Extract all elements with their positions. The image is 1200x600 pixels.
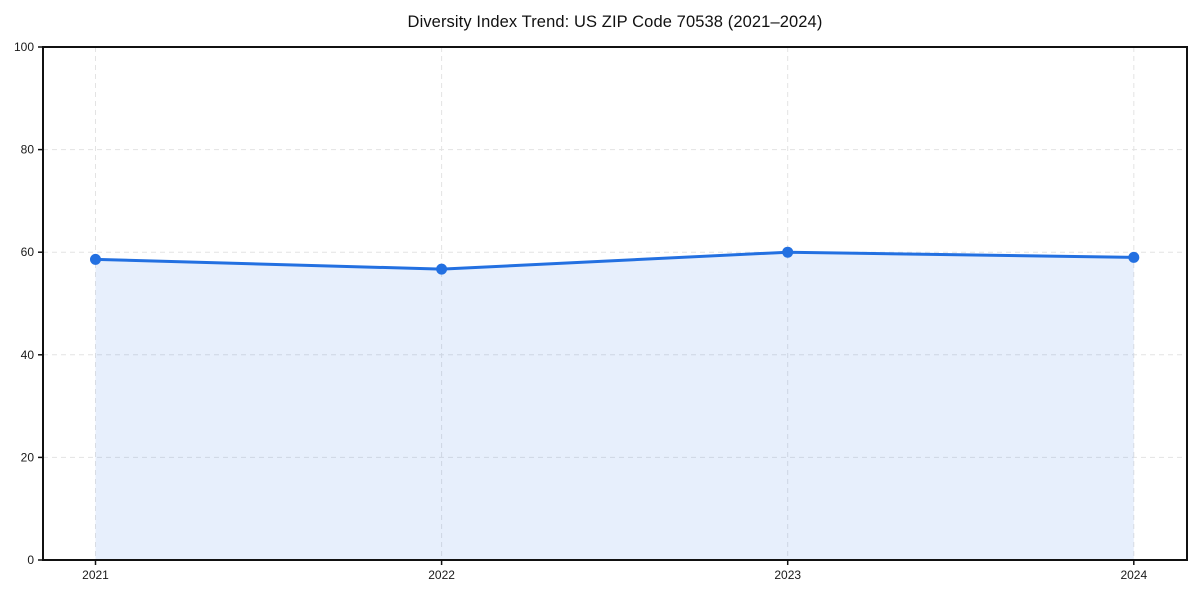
series-line xyxy=(94,250,1136,271)
x-tick-label: 2022 xyxy=(428,568,455,582)
y-tick-label: 100 xyxy=(14,40,34,54)
data-point-marker xyxy=(782,246,794,258)
x-tick-label: 2024 xyxy=(1120,568,1147,582)
series-area-fill xyxy=(95,252,1134,560)
y-tick-label: 60 xyxy=(21,245,35,259)
y-tick-label: 0 xyxy=(27,553,34,567)
data-point-marker xyxy=(1128,251,1140,263)
x-tick-label: 2021 xyxy=(82,568,109,582)
y-tick-label: 40 xyxy=(21,348,35,362)
y-tick-label: 20 xyxy=(21,450,35,464)
chart-title: Diversity Index Trend: US ZIP Code 70538… xyxy=(407,13,823,31)
plot-border xyxy=(42,46,1188,561)
data-point-marker xyxy=(90,253,101,265)
x-tick-label: 2023 xyxy=(774,568,801,582)
data-point-marker xyxy=(436,263,448,275)
y-tick-label: 80 xyxy=(21,143,35,157)
